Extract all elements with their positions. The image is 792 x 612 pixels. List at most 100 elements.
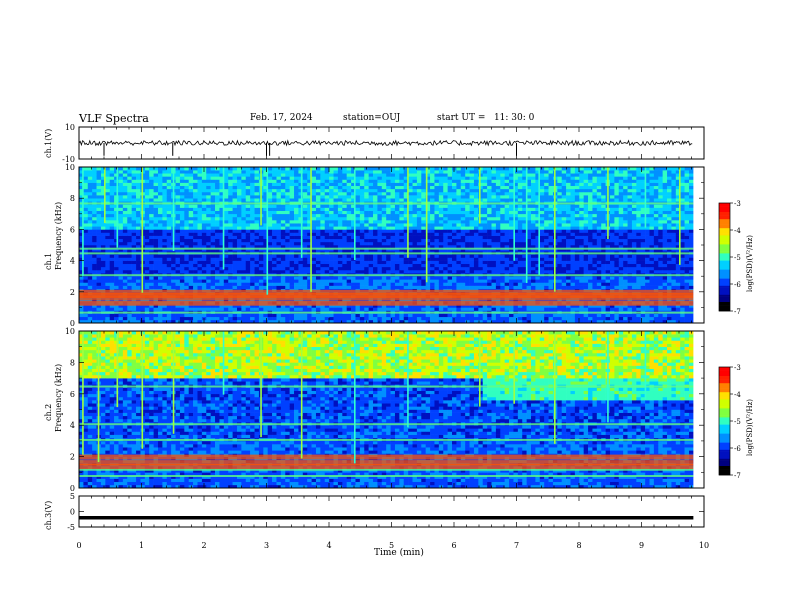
spectrogram-cell [390,204,396,208]
spectrogram-cell [311,304,317,308]
spectrogram-cell [478,185,484,190]
spectrogram-cell [294,198,299,202]
spectrogram-cell [179,182,185,187]
spectrogram-cell [285,238,290,243]
spectrogram-cell [100,198,106,202]
spectrogram-cell [162,279,168,283]
spectrogram-cell [276,210,282,215]
spectrogram-cell [232,269,238,274]
spectrogram-cell [447,173,453,177]
spectrogram-cell [513,282,519,286]
spectrogram-cell [359,210,365,215]
spectrogram-cell [258,282,264,286]
spectrogram-cell [452,254,457,258]
spectrogram-cell [364,263,369,268]
spectrogram-cell [421,204,426,208]
spectrogram-cell [109,257,115,261]
spectrogram-cell [315,307,321,311]
spectrogram-cell [219,276,225,280]
spectrogram-cell [495,216,501,221]
spectrogram-cell [500,248,505,252]
spectrogram-cell [171,282,176,286]
spectrogram-cell [465,285,470,289]
spectrogram-cell [495,285,501,289]
spectrogram-cell [79,185,84,190]
spectrogram-cell [320,176,326,180]
spectrogram-cell [368,198,374,202]
spectrogram-cell [298,191,304,196]
spectrogram-cell [83,285,89,289]
spectrogram-cell [302,173,308,177]
spectrogram-cell [272,223,277,227]
spectrogram-cell [219,307,225,311]
spectrogram-cell [157,241,163,246]
spectrogram-cell [373,241,378,246]
spectrogram-cell [487,213,492,218]
spectrogram-cell [263,210,268,215]
spectrogram-cell [364,216,369,221]
spectrogram-cell [188,195,194,199]
spectrogram-cell [166,254,172,258]
spectrogram-cell [245,191,251,196]
spectrogram-cell [351,269,356,274]
spectrogram-cell [79,257,84,261]
spectrogram-cell [364,188,369,193]
spectrogram-cell [223,307,229,311]
spectrogram-cell [245,304,251,308]
spectrogram-cell [294,182,299,187]
spectrogram-cell [105,207,111,211]
spectrogram-cell [504,235,510,240]
spectrogram-cell [109,182,115,187]
spectrogram-cell [482,191,488,196]
spectrogram-cell [157,229,163,233]
spectrogram-cell [254,216,260,221]
spectrogram-cell [210,176,216,180]
spectrogram-cell [452,204,457,208]
spectrogram-cell [184,223,190,227]
spectrogram-cell [210,173,216,177]
spectrogram-cell [245,254,251,258]
spectrogram-cell [276,282,282,286]
spectrogram-cell [188,191,194,196]
spectrogram-cell [254,263,260,268]
spectrogram-cell [254,238,260,243]
spectrogram-cell [509,195,514,199]
spectrogram-cell [250,167,255,171]
spectrogram-cell [438,170,444,174]
spectrogram-cell [131,260,137,265]
spectrogram-cell [136,213,141,218]
spectrogram-cell [109,245,115,249]
spectrogram-cell [206,170,211,174]
spectrogram-cell [149,254,154,258]
spectrogram-cell [491,207,497,211]
spectrogram-cell [416,173,422,177]
spectrogram-cell [434,204,440,208]
spectrogram-cell [276,207,282,211]
spectrogram-cell [412,316,418,321]
spectrogram-cell [179,220,185,224]
spectrogram-cell [460,226,466,230]
spectrogram-cell [509,167,514,171]
spectrogram-cell [460,307,466,311]
spectrogram-cell [412,195,418,199]
spectrogram-cell [337,282,343,286]
spectrogram-cell [136,316,141,321]
spectrogram-cell [219,185,225,190]
spectrogram-cell [184,316,190,321]
spectrogram-cell [272,226,277,230]
spectrogram-cell [206,257,211,261]
spectrogram-cell [96,226,102,230]
spectrogram-cell [434,173,440,177]
spectrogram-cell [83,167,89,171]
spectrogram-cell [412,191,418,196]
spectrogram-cell [456,210,462,215]
spectrogram-cell [188,304,194,308]
spectrogram-cell [193,191,198,196]
spectrogram-cell [359,263,365,268]
spectrogram-cell [215,319,220,324]
spectrogram-cell [197,269,203,274]
spectrogram-cell [100,188,106,193]
spectrogram-cell [276,232,282,236]
spectrogram-cell [136,285,141,289]
spectrogram-cell [166,213,172,218]
